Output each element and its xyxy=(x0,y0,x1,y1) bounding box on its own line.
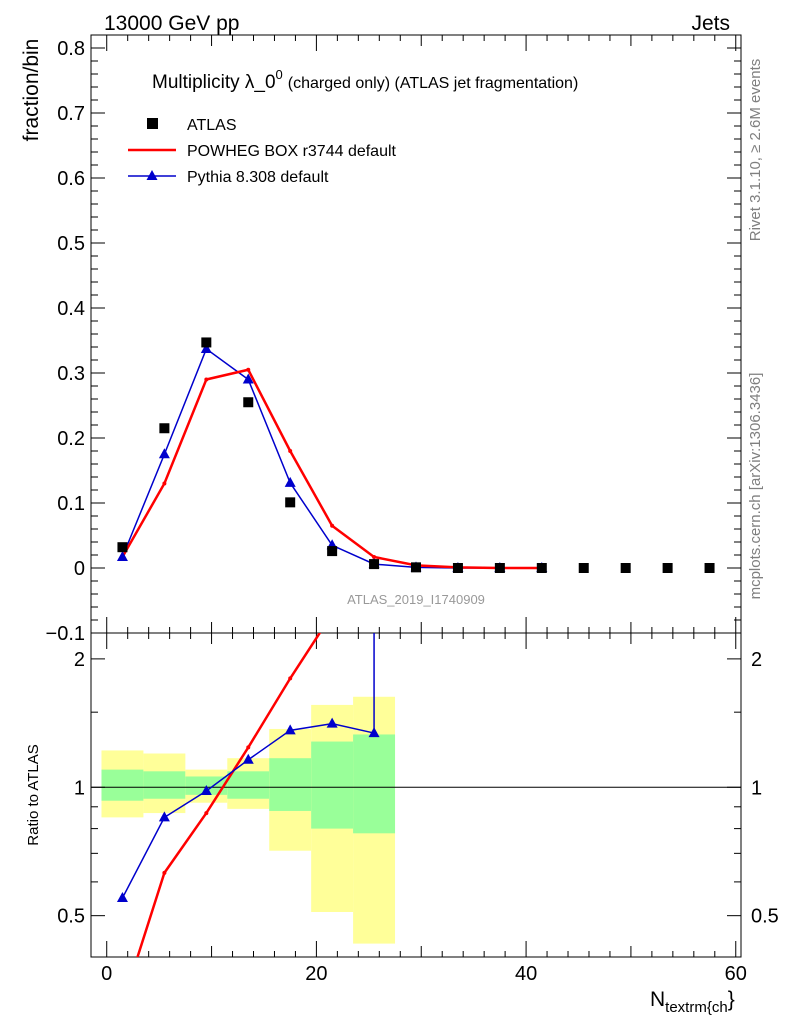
powheg-ratio-point xyxy=(162,870,167,875)
main-y-tick-label: 0.7 xyxy=(57,103,85,125)
legend-atlas-label: ATLAS xyxy=(187,117,237,134)
powheg-main-point xyxy=(330,523,335,528)
powheg-ratio-point xyxy=(246,745,251,750)
ratio-y-tick-label: 0.5 xyxy=(57,906,85,928)
ratio-y-tick-label-right: 2 xyxy=(751,649,762,671)
atlas-data-point xyxy=(704,563,715,573)
x-tick-label: 20 xyxy=(305,963,327,985)
x-axis-title-sub: textrm{ch xyxy=(665,999,728,1016)
mcplots-label: mcplots.cern.ch [arXiv:1306.3436] xyxy=(747,373,764,600)
atlas-data-point xyxy=(117,542,128,553)
ratio-y-tick-label-right: 1 xyxy=(751,777,762,799)
plot-title: Multiplicity λ_00 (charged only) (ATLAS j… xyxy=(152,67,578,93)
x-tick-label: 60 xyxy=(725,963,747,985)
ratio-y-tick-label-right: 0.5 xyxy=(751,906,779,928)
main-y-axis-title: fraction/bin xyxy=(20,39,43,142)
powheg-main-line xyxy=(121,368,542,570)
legend-pythia-marker xyxy=(146,170,158,180)
powheg-ratio-point xyxy=(120,1002,124,1006)
inner-band-bin xyxy=(311,741,354,829)
powheg-ratio-line xyxy=(136,633,322,957)
atlas-data-point xyxy=(201,337,212,348)
ratio-series-group xyxy=(116,612,380,1006)
ratio-y-tick-label: 1 xyxy=(74,777,85,799)
pythia-main-point xyxy=(116,550,128,561)
inner-band-bin xyxy=(353,734,396,834)
powheg-main-point xyxy=(288,449,293,453)
pythia-ratio-point xyxy=(284,724,296,735)
analysis-id-label: ATLAS_2019_I1740909 xyxy=(347,592,485,607)
x-tick-label: 40 xyxy=(515,963,537,985)
main-y-tick-label: 0.2 xyxy=(57,428,85,450)
pythia-ratio-point xyxy=(368,727,380,738)
atlas-data-point xyxy=(536,563,547,573)
x-tick-label: 0 xyxy=(101,963,112,985)
pythia-ratio-point xyxy=(116,892,128,903)
main-y-tick-label: 0.4 xyxy=(57,298,85,320)
plot-title-superscript: 0 xyxy=(276,67,283,82)
powheg-main-point xyxy=(246,367,251,372)
main-y-tick-label: 0.3 xyxy=(57,363,85,385)
pythia-ratio-point xyxy=(158,811,170,822)
plot-title-sub: (charged only) (ATLAS jet fragmentation) xyxy=(288,75,579,92)
powheg-ratio-point xyxy=(288,676,293,681)
powheg-main-point xyxy=(162,481,167,486)
inner-band-bin xyxy=(227,771,270,799)
x-axis-title-tail: } xyxy=(728,988,735,1011)
ratio-plot-frame xyxy=(90,632,742,958)
inner-band-bin xyxy=(269,758,312,811)
pythia-ratio-point xyxy=(200,785,212,796)
main-y-tick-label: 0 xyxy=(74,558,85,580)
main-y-tick-label: 0.1 xyxy=(57,493,85,515)
atlas-data-point xyxy=(411,562,421,573)
atlas-data-point xyxy=(285,497,296,508)
header-left-label: 13000 GeV pp xyxy=(104,12,239,35)
ratio-uncertainty-bands xyxy=(101,696,396,944)
main-y-tick-label: 0.8 xyxy=(57,38,85,60)
atlas-data-point xyxy=(578,563,589,573)
atlas-data-point xyxy=(159,423,170,434)
legend-powheg-label: POWHEG BOX r3744 default xyxy=(187,143,397,160)
header-right-label: Jets xyxy=(691,12,730,35)
main-y-tick-label: −0.1 xyxy=(46,623,85,645)
atlas-data-point xyxy=(620,563,631,573)
inner-band-bin xyxy=(101,769,144,801)
pythia-main-point xyxy=(242,373,254,384)
main-y-tick-label: 0.5 xyxy=(57,233,85,255)
atlas-data-point xyxy=(452,563,463,573)
powheg-main-point xyxy=(372,554,377,559)
plot-title-main: Multiplicity λ_0 xyxy=(152,72,276,93)
atlas-data-point xyxy=(662,563,673,573)
powheg-ratio-point xyxy=(204,811,209,816)
atlas-data-point xyxy=(494,563,505,573)
data-series xyxy=(116,337,715,1006)
x-axis-title: Ntextrm{ch} xyxy=(650,988,735,1016)
legend-pythia-label: Pythia 8.308 default xyxy=(187,169,329,186)
pythia-ratio-point xyxy=(242,753,254,764)
rivet-version-label: Rivet 3.1.10, ≥ 2.6M events xyxy=(747,59,764,242)
pythia-main-line xyxy=(121,347,542,569)
powheg-ratio-point xyxy=(330,612,334,616)
inner-band-bin xyxy=(143,771,186,799)
atlas-data-point xyxy=(243,397,254,408)
pythia-main-point xyxy=(158,448,170,459)
pythia-main-point xyxy=(284,476,296,487)
x-axis-title-main: N xyxy=(650,988,665,1011)
powheg-main-point xyxy=(204,377,209,382)
legend-atlas-marker xyxy=(147,118,158,129)
main-y-tick-label: 0.6 xyxy=(57,168,85,190)
ratio-y-axis-title: Ratio to ATLAS xyxy=(25,744,42,845)
pythia-main-point xyxy=(200,342,212,353)
atlas-data-point xyxy=(369,559,380,570)
pythia-ratio-point xyxy=(326,717,338,728)
axes: −0.100.10.20.30.40.50.60.70.80.5 0.51 12 20… xyxy=(46,34,779,985)
ratio-y-tick-label: 2 xyxy=(74,649,85,671)
legend: ATLAS POWHEG BOX r3744 default Pythia 8.… xyxy=(128,117,397,186)
atlas-data-point xyxy=(327,546,338,557)
